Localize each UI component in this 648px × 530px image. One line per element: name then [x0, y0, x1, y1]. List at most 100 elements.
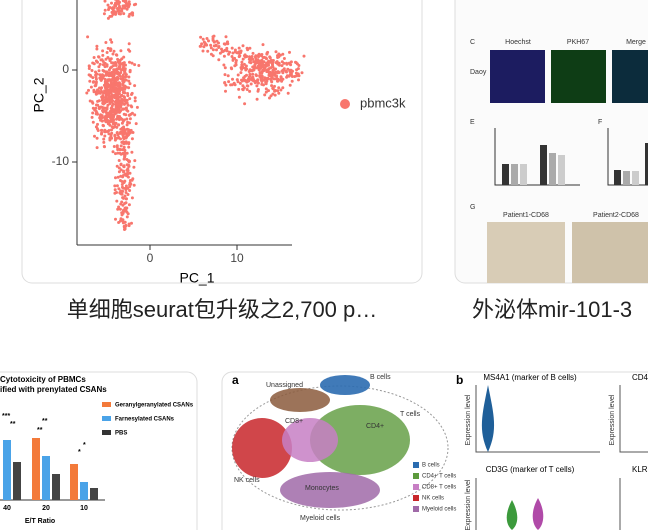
point — [89, 85, 93, 89]
point — [125, 117, 129, 121]
point — [205, 37, 209, 40]
point — [91, 120, 95, 124]
figure-subtitle: ified with prenylated CSANs — [0, 385, 107, 394]
bar-shape — [549, 153, 556, 185]
point — [101, 91, 105, 95]
point — [122, 209, 125, 213]
point — [132, 165, 136, 169]
point — [120, 9, 123, 13]
point — [116, 93, 120, 97]
point — [124, 78, 128, 82]
point — [209, 43, 213, 47]
bar-shape — [520, 164, 527, 185]
point — [137, 64, 141, 67]
point — [124, 201, 128, 205]
bar-shape — [42, 456, 50, 500]
point — [119, 131, 123, 135]
point — [102, 145, 106, 148]
point — [248, 46, 252, 50]
tissue-image — [487, 222, 565, 283]
point — [128, 12, 132, 16]
label: PKH67 — [567, 39, 589, 46]
point — [109, 47, 112, 51]
legend-swatch — [413, 495, 419, 501]
point — [271, 68, 275, 72]
point — [198, 44, 202, 48]
panel-label: a — [232, 373, 239, 387]
point — [119, 109, 123, 113]
y-label: PC_2 — [31, 77, 47, 112]
point — [215, 48, 218, 52]
card-caption[interactable]: 外泌体mir-101-3 — [472, 297, 632, 322]
point — [97, 55, 100, 59]
point — [225, 49, 229, 53]
point — [266, 62, 270, 66]
point — [255, 97, 259, 101]
point — [109, 57, 113, 61]
point — [115, 83, 118, 87]
point — [211, 48, 215, 52]
point — [264, 90, 268, 94]
card[interactable] — [0, 371, 198, 530]
point — [88, 79, 92, 83]
card[interactable] — [21, 0, 423, 284]
card-caption[interactable]: 单细胞seurat包升级之2,700 p… — [67, 297, 378, 322]
point — [126, 212, 130, 216]
point — [130, 93, 133, 96]
point — [241, 66, 245, 70]
point — [211, 54, 215, 58]
x-label: PC_1 — [179, 270, 214, 286]
point — [231, 58, 235, 62]
point — [114, 176, 117, 180]
point — [92, 62, 96, 66]
point — [117, 187, 121, 191]
point — [240, 60, 244, 64]
point — [100, 73, 104, 77]
bar-shape — [32, 438, 40, 500]
point — [230, 46, 234, 50]
panel-label: G — [470, 204, 475, 211]
point — [257, 52, 261, 56]
point — [123, 68, 127, 72]
legend-dot — [340, 99, 350, 109]
point — [300, 71, 304, 75]
point — [124, 141, 128, 145]
y-label: Expression level — [465, 479, 472, 530]
legend-swatch — [413, 506, 419, 512]
point — [276, 62, 280, 66]
point — [113, 3, 117, 7]
point — [96, 99, 100, 103]
point — [94, 82, 98, 86]
point — [126, 109, 130, 113]
point — [114, 152, 117, 156]
point — [104, 96, 108, 100]
point — [110, 114, 114, 118]
point — [274, 70, 278, 74]
point — [237, 55, 241, 59]
legend-label: pbmc3k — [360, 95, 406, 110]
legend-swatch — [102, 416, 111, 421]
point — [116, 207, 120, 211]
point — [110, 131, 114, 135]
cluster — [280, 472, 380, 508]
point — [256, 88, 260, 91]
point — [282, 61, 286, 65]
point — [268, 96, 271, 100]
point — [279, 75, 283, 79]
point — [204, 43, 208, 46]
cluster — [270, 388, 330, 412]
point — [279, 78, 283, 82]
bar-shape — [52, 474, 60, 500]
point — [117, 221, 121, 224]
point — [256, 78, 260, 82]
point — [113, 134, 117, 138]
point — [130, 178, 134, 182]
point — [133, 96, 137, 100]
point — [222, 42, 226, 46]
point — [227, 52, 231, 56]
point — [288, 50, 291, 54]
point — [102, 137, 106, 141]
point — [114, 0, 117, 1]
point — [248, 89, 252, 93]
point — [115, 144, 119, 148]
